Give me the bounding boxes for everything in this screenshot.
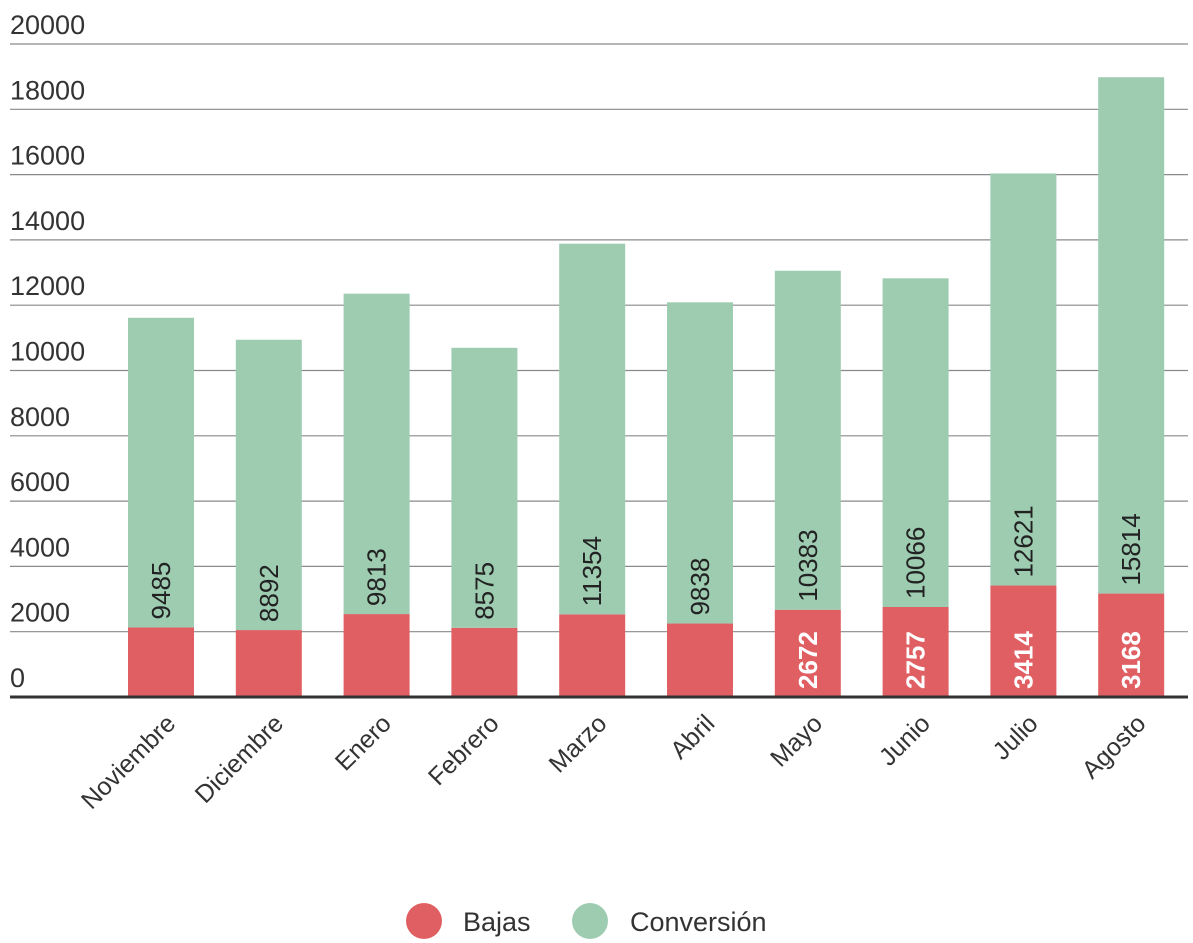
bar-conversion xyxy=(990,173,1057,586)
data-label-conversion: 11354 xyxy=(577,536,607,606)
data-label-conversion: 12621 xyxy=(1008,505,1038,577)
y-tick-label: 10000 xyxy=(10,337,85,367)
bar-conversion xyxy=(1098,77,1165,594)
bar-bajas xyxy=(235,630,302,697)
x-tick-label: Enero xyxy=(330,709,397,776)
bar-bajas xyxy=(882,606,949,697)
bar-conversion xyxy=(882,278,949,607)
bar-bajas xyxy=(667,623,733,697)
bar-bajas xyxy=(559,614,626,697)
x-tick-label: Diciembre xyxy=(190,709,289,808)
y-tick-label: 12000 xyxy=(10,271,85,301)
bar-conversion xyxy=(774,270,841,610)
data-label-conversion: 9813 xyxy=(362,548,392,606)
data-label-conversion: 8575 xyxy=(469,562,499,620)
legend-label-conversion: Conversión xyxy=(630,907,767,937)
y-tick-label: 2000 xyxy=(10,598,70,628)
bar-conversion xyxy=(559,243,626,615)
x-tick-label: Agosto xyxy=(1077,709,1152,784)
data-label-bajas: 3414 xyxy=(1008,631,1038,689)
legend: Bajas Conversión xyxy=(406,903,767,939)
bar-bajas xyxy=(1098,593,1165,697)
bar-conversion xyxy=(451,347,518,628)
x-tick-label: Junio xyxy=(874,709,936,771)
data-label-conversion: 10383 xyxy=(793,529,823,601)
bar-bajas xyxy=(451,627,518,697)
bar-bajas xyxy=(343,614,410,697)
data-label-bajas: 2757 xyxy=(901,631,931,689)
legend-marker-conversion xyxy=(572,903,608,939)
y-tick-label: 6000 xyxy=(10,467,70,497)
y-tick-label: 20000 xyxy=(10,10,85,40)
x-tick-label: Febrero xyxy=(423,709,505,791)
x-tick-label: Marzo xyxy=(544,709,613,778)
x-tick-label: Mayo xyxy=(765,709,828,772)
data-label-conversion: 8892 xyxy=(254,564,284,622)
x-tick-label: Noviembre xyxy=(76,709,181,814)
bar-conversion xyxy=(235,339,302,631)
data-label-bajas: 2672 xyxy=(793,631,823,689)
y-tick-label: 4000 xyxy=(10,532,70,562)
bar-conversion xyxy=(128,317,194,628)
legend-marker-bajas xyxy=(406,903,442,939)
data-label-conversion: 10066 xyxy=(901,527,931,599)
data-label-bajas: 3168 xyxy=(1116,631,1146,689)
y-tick-label: 8000 xyxy=(10,402,70,432)
data-label-conversion: 15814 xyxy=(1116,513,1146,585)
bar-bajas xyxy=(128,627,194,697)
y-tick-label: 0 xyxy=(10,663,25,693)
y-tick-label: 18000 xyxy=(10,75,85,105)
data-label-conversion: 9838 xyxy=(685,558,715,616)
legend-label-bajas: Bajas xyxy=(463,907,531,937)
bar-conversion xyxy=(343,293,410,615)
data-labels-layer: 9485 8892 9813 8575 11354 9838 10383 2672 10066 2… xyxy=(146,505,1146,689)
y-tick-label: 16000 xyxy=(10,141,85,171)
data-label-conversion: 9485 xyxy=(146,562,176,620)
x-tick-label: Julio xyxy=(987,709,1043,765)
x-tick-label: Abril xyxy=(665,709,720,764)
bar-conversion xyxy=(667,302,733,624)
bar-bajas xyxy=(774,609,841,697)
bars-layer xyxy=(128,77,1165,697)
y-tick-label: 14000 xyxy=(10,206,85,236)
bar-bajas xyxy=(990,585,1057,697)
